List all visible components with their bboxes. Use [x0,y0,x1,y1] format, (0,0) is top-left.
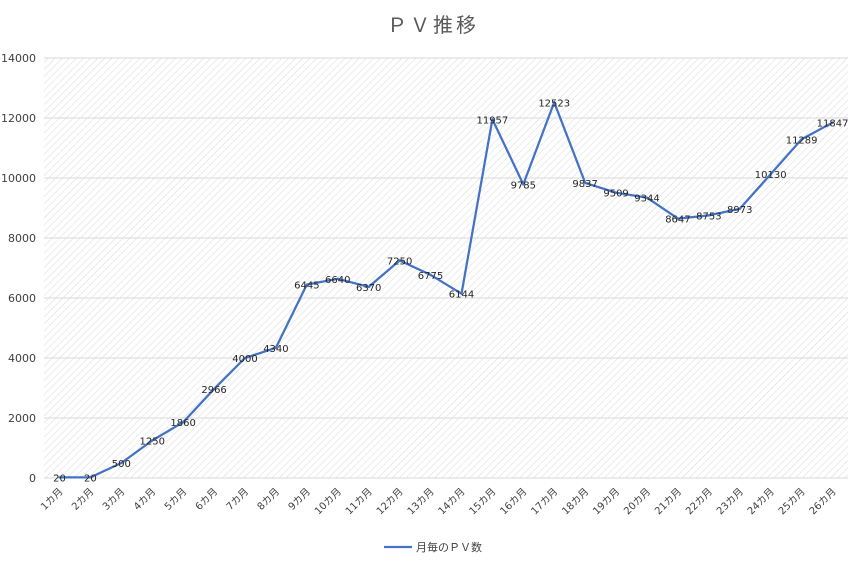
data-point [583,181,587,185]
data-point [243,356,247,360]
x-tick-label: 13カ月 [405,486,437,518]
data-label: 2966 [201,385,226,396]
data-label: 11289 [786,135,818,146]
data-label: 10130 [755,170,787,181]
x-tick-label: 20カ月 [621,486,653,518]
data-label: 6775 [418,271,443,282]
x-tick-label: 4カ月 [131,486,158,513]
data-point [58,476,61,479]
data-label: 11957 [476,115,508,126]
data-point [181,421,185,424]
x-tick-label: 1カ月 [38,486,65,513]
data-point [676,217,680,220]
x-tick-label: 11カ月 [343,486,375,518]
data-point [707,214,711,217]
x-tick-label: 9カ月 [286,486,313,513]
y-tick-label: 10000 [1,172,36,185]
data-point [212,387,216,391]
y-tick-label: 12000 [1,112,36,125]
series-line [59,101,834,479]
x-tick-label: 7カ月 [224,486,251,513]
data-point [89,476,92,479]
data-label: 4340 [263,344,288,355]
plot-area: 0 2000 4000 6000 8000 10000 12000 14000 1カ月 2カ月 3カ… [1,52,848,517]
legend: 月毎のＰＶ数 [384,541,482,554]
data-label: 6640 [325,275,350,286]
x-tick-label: 18カ月 [560,486,592,518]
y-tick-label: 0 [29,472,36,485]
x-tick-label: 6カ月 [193,486,220,513]
data-label: 4000 [232,354,257,365]
data-label: 6370 [356,283,381,294]
x-tick-label: 17カ月 [529,486,561,518]
legend-label: 月毎のＰＶ数 [416,541,482,554]
data-label: 12523 [538,98,570,109]
x-tick-label: 2カ月 [69,486,96,513]
data-label: 9837 [572,179,597,190]
data-label: 8973 [727,205,752,216]
data-point [831,121,834,124]
chart-title: ＰＶ推移 [387,13,479,37]
data-point [553,101,556,104]
plot-background [44,58,848,478]
x-tick-label: 22カ月 [683,486,715,518]
data-label: 6445 [294,281,319,292]
y-tick-label: 6000 [8,292,36,305]
x-tick-label: 24カ月 [745,486,777,518]
y-tick-label: 4000 [8,352,36,365]
x-tick-label: 23カ月 [714,486,746,518]
data-label: 9509 [603,189,628,200]
data-point [151,439,154,442]
data-label: 9344 [634,194,659,205]
y-tick-label: 8000 [8,232,36,245]
data-label: 6144 [449,290,474,301]
data-point [398,259,401,262]
data-point [800,138,803,141]
data-point [522,183,525,186]
x-tick-label: 21カ月 [652,486,684,518]
data-point [120,461,123,465]
y-tick-label: 14000 [1,52,36,65]
data-point [460,292,463,295]
x-tick-label: 10カ月 [312,486,344,518]
x-tick-label: 8カ月 [255,486,282,513]
data-point [491,118,494,121]
x-tick-label: 16カ月 [498,486,530,518]
data-point [645,196,649,199]
x-tick-label: 26カ月 [807,486,839,518]
data-label: 20 [53,473,66,484]
x-tick-label: 19カ月 [591,486,623,518]
x-tick-label: 5カ月 [162,486,189,513]
data-label: 11847 [817,119,849,130]
x-tick-label: 12カ月 [374,486,406,518]
data-point [336,277,339,280]
data-point [367,285,370,289]
x-tick-label: 14カ月 [436,486,468,518]
data-point [614,191,618,194]
data-point [305,283,309,286]
data-point [429,273,432,276]
x-tick-label: 15カ月 [467,486,499,518]
data-label: 8647 [665,215,690,226]
data-label: 7250 [387,257,412,268]
data-label: 500 [112,459,131,470]
data-point [738,207,741,211]
data-label: 1860 [170,418,195,429]
x-tick-label: 25カ月 [776,486,808,518]
data-label: 8753 [696,211,721,222]
data-label: 20 [84,473,97,484]
data-point [274,346,278,349]
y-tick-label: 2000 [8,412,36,425]
x-tick-label: 3カ月 [100,486,127,513]
data-label: 9785 [511,180,536,191]
data-label: 1250 [140,437,165,448]
data-point [769,172,772,176]
